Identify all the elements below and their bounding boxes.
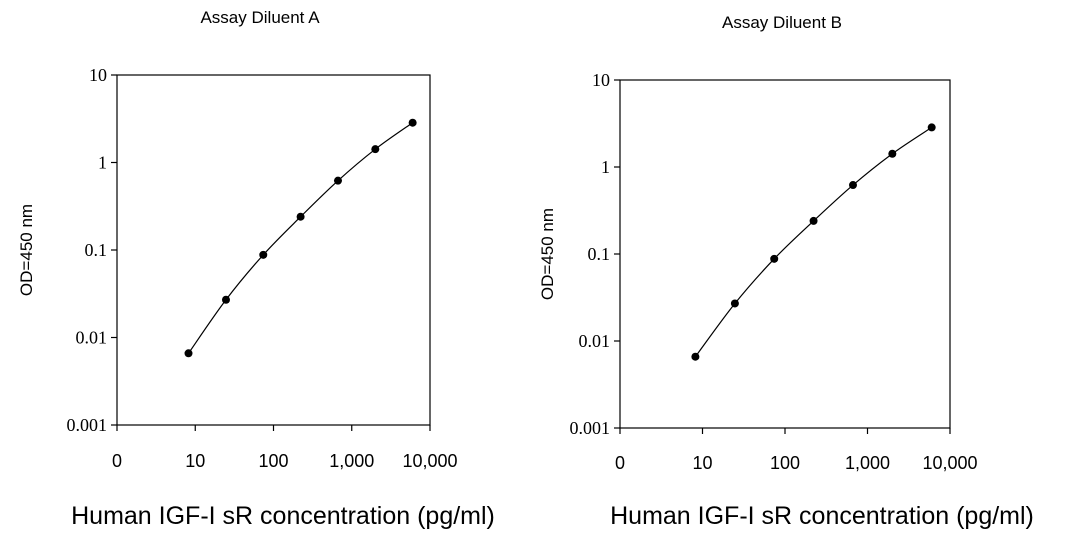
data-point [888, 149, 897, 158]
chart-title: Assay Diluent A [200, 8, 320, 27]
y-tick-label: 0.01 [76, 328, 108, 348]
chart-title: Assay Diluent B [722, 13, 842, 32]
x-tick-label: 10 [692, 453, 712, 473]
data-point [770, 254, 779, 263]
y-tick-label: 0.001 [570, 418, 611, 438]
x-tick-label: 0 [615, 453, 625, 473]
y-tick-label: 1 [98, 153, 107, 173]
x-tick-label: 1,000 [329, 451, 374, 471]
y-tick-label: 10 [89, 65, 107, 85]
data-point [296, 212, 305, 221]
y-axis-label: OD=450 nm [538, 208, 557, 300]
data-point [221, 295, 230, 304]
x-tick-label: 10 [185, 451, 205, 471]
data-point [809, 216, 818, 225]
x-axis-label: Human IGF-I sR concentration (pg/ml) [610, 502, 1034, 530]
x-tick-label: 100 [770, 453, 800, 473]
data-point [848, 181, 857, 190]
data-point [691, 352, 700, 361]
data-point [259, 250, 268, 259]
data-point [730, 299, 739, 308]
data-point [333, 176, 342, 185]
y-tick-label: 0.001 [67, 415, 108, 435]
y-tick-label: 0.1 [588, 244, 611, 264]
plot-frame [116, 74, 431, 426]
x-tick-label: 10,000 [922, 453, 977, 473]
series-line [694, 126, 933, 358]
data-point [927, 123, 936, 132]
y-tick-label: 1 [601, 157, 610, 177]
data-point [408, 118, 417, 127]
y-tick-label: 0.01 [579, 331, 611, 351]
data-point [371, 145, 380, 154]
y-axis-label: OD=450 nm [17, 204, 36, 296]
y-tick-label: 10 [592, 70, 610, 90]
x-tick-label: 10,000 [402, 451, 457, 471]
plot-frame [619, 79, 951, 429]
x-tick-label: 100 [258, 451, 288, 471]
x-axis-label: Human IGF-I sR concentration (pg/ml) [71, 502, 495, 530]
series-line [188, 122, 413, 354]
x-tick-label: 0 [112, 451, 122, 471]
y-tick-label: 0.1 [85, 240, 108, 260]
x-tick-label: 1,000 [845, 453, 890, 473]
data-point [184, 349, 193, 358]
